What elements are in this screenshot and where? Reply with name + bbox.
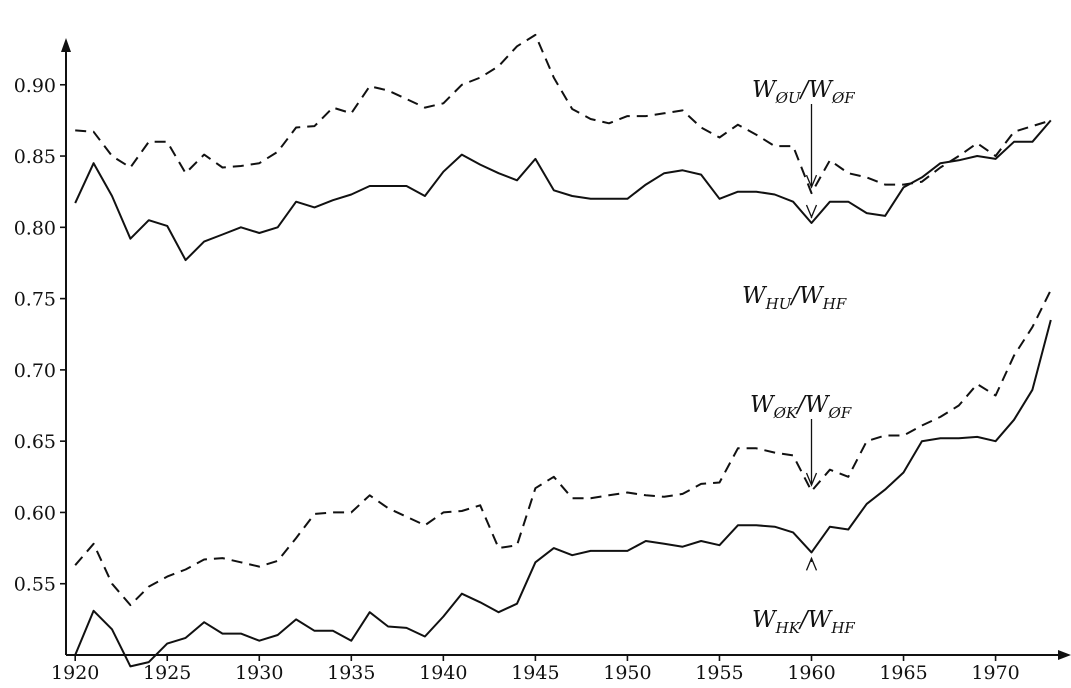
axes: 0.55 0.60 0.65 0.70 0.75 0.80 0.85 0.90 1920 1925… (14, 38, 1071, 684)
x-tick-label: 1935 (327, 662, 375, 683)
series-line-2 (74, 119, 1052, 262)
y-tick-label: 0.90 (14, 75, 56, 97)
annotation-2: WHU/WHF (742, 204, 847, 313)
annotation-3: WØK/WØF (750, 392, 852, 487)
annotation-label: WØU/WØF (752, 77, 855, 107)
x-tick-label: 1940 (419, 662, 467, 683)
annotation-label: WHK/WHF (752, 607, 855, 637)
series-line-1 (75, 33, 1052, 195)
x-tick-label: 1970 (971, 662, 1019, 683)
x-tick-label: 1955 (695, 662, 743, 683)
annotation-arrow-icon (805, 174, 818, 189)
annotation-arrow-icon (805, 204, 818, 219)
annotation-arrow-icon (805, 472, 818, 487)
x-tick-label: 1930 (235, 662, 283, 683)
annotation-label: WHU/WHF (742, 283, 847, 313)
y-tick-label: 0.80 (14, 217, 56, 239)
series-line-4 (74, 319, 1052, 668)
x-tick-label: 1925 (143, 662, 191, 683)
y-tick-label: 0.65 (14, 431, 56, 453)
y-tick-label: 0.55 (14, 574, 56, 596)
annotation-arrow-icon (805, 556, 818, 571)
y-tick-label: 0.70 (14, 360, 56, 382)
x-tick-label: 1945 (511, 662, 559, 683)
cropped-caption (0, 0, 1071, 10)
annotation-1: WØU/WØF (752, 77, 855, 189)
series-layer (74, 33, 1052, 668)
y-tick-label: 0.75 (14, 289, 56, 311)
y-tick-label: 0.60 (14, 502, 56, 524)
y-axis-arrow-icon (61, 38, 71, 52)
x-axis-arrow-icon (1058, 650, 1071, 660)
series-line-3 (74, 289, 1052, 607)
x-tick-label: 1965 (879, 662, 927, 683)
y-tick-label: 0.85 (14, 146, 56, 168)
annotation-label: WØK/WØF (750, 392, 852, 422)
annotation-layer: WØU/WØF WHU/WHF WØK/WØF WHK/WHF (742, 77, 855, 637)
annotation-4: WHK/WHF (752, 556, 855, 637)
x-tick-label: 1960 (787, 662, 835, 683)
x-tick-label: 1950 (603, 662, 651, 683)
x-tick-label: 1920 (51, 662, 99, 683)
